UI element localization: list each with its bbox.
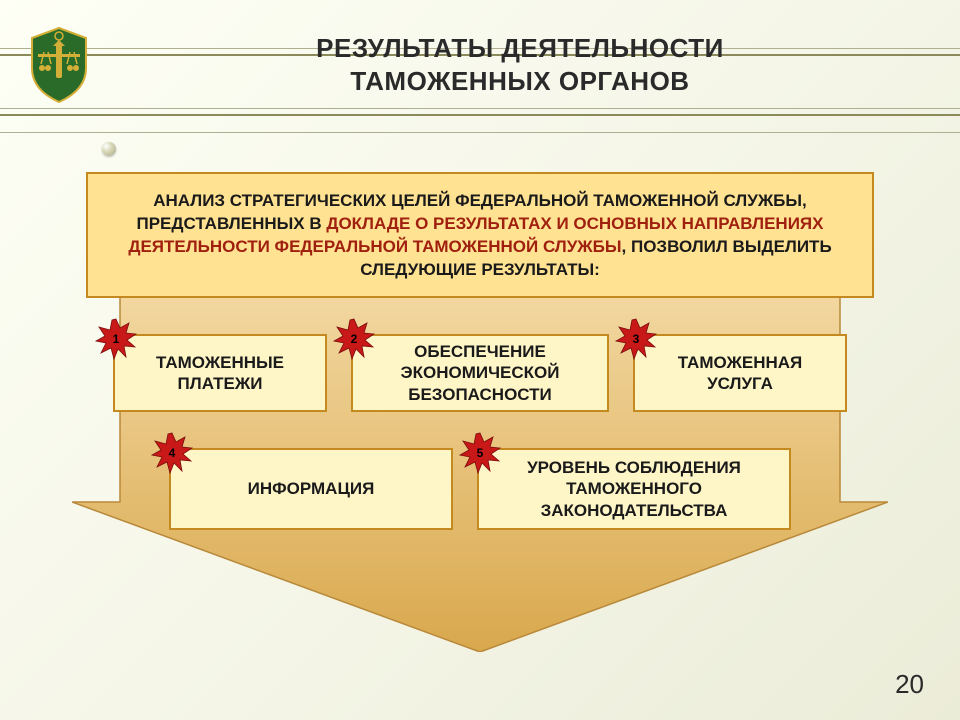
result-card-4: 4 ИНФОРМАЦИЯ [169,448,453,530]
cards-row-1: 1 ТАМОЖЕННЫЕ ПЛАТЕЖИ 2 ОБЕСПЕЧЕНИЕ ЭКОНО… [0,334,960,412]
bullet-dot-icon [102,142,116,156]
result-card-2: 2 ОБЕСПЕЧЕНИЕ ЭКОНОМИЧЕСКОЙ БЕЗОПАСНОСТИ [351,334,609,412]
card-label: ТАМОЖЕННАЯ УСЛУГА [633,334,847,412]
burst-badge-icon: 4 [151,432,193,474]
badge-number: 1 [95,318,137,360]
result-card-3: 3 ТАМОЖЕННАЯ УСЛУГА [633,334,847,412]
card-label: ТАМОЖЕННЫЕ ПЛАТЕЖИ [113,334,327,412]
result-card-1: 1 ТАМОЖЕННЫЕ ПЛАТЕЖИ [113,334,327,412]
badge-number: 5 [459,432,501,474]
burst-badge-icon: 2 [333,318,375,360]
analysis-summary-box: АНАЛИЗ СТРАТЕГИЧЕСКИХ ЦЕЛЕЙ ФЕДЕРАЛЬНОЙ … [86,172,874,298]
badge-number: 2 [333,318,375,360]
card-label: ИНФОРМАЦИЯ [169,448,453,530]
title-line-2: ТАМОЖЕННЫХ ОРГАНОВ [120,65,920,98]
page-number: 20 [895,669,924,700]
cards-row-2: 4 ИНФОРМАЦИЯ 5 УРОВЕНЬ СОБЛЮДЕНИЯ ТАМОЖЕ… [0,448,960,530]
card-label: УРОВЕНЬ СОБЛЮДЕНИЯ ТАМОЖЕННОГО ЗАКОНОДАТ… [477,448,791,530]
badge-number: 3 [615,318,657,360]
slide-title: РЕЗУЛЬТАТЫ ДЕЯТЕЛЬНОСТИ ТАМОЖЕННЫХ ОРГАН… [120,32,920,97]
burst-badge-icon: 3 [615,318,657,360]
result-card-5: 5 УРОВЕНЬ СОБЛЮДЕНИЯ ТАМОЖЕННОГО ЗАКОНОД… [477,448,791,530]
title-line-1: РЕЗУЛЬТАТЫ ДЕЯТЕЛЬНОСТИ [120,32,920,65]
card-label: ОБЕСПЕЧЕНИЕ ЭКОНОМИЧЕСКОЙ БЕЗОПАСНОСТИ [351,334,609,412]
burst-badge-icon: 1 [95,318,137,360]
customs-emblem-icon [24,24,94,104]
badge-number: 4 [151,432,193,474]
burst-badge-icon: 5 [459,432,501,474]
